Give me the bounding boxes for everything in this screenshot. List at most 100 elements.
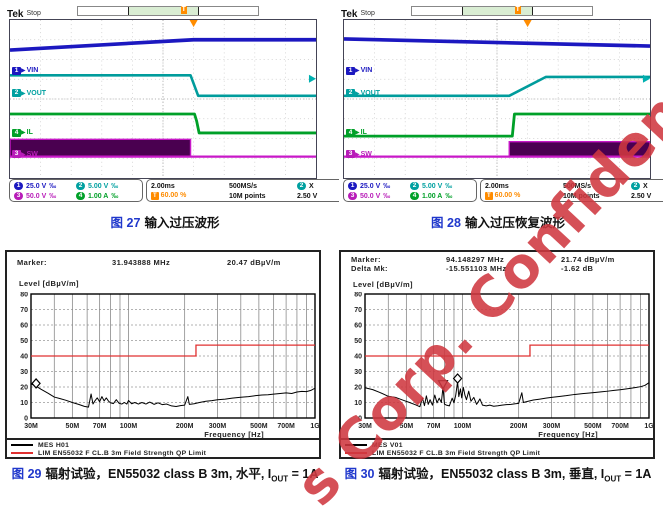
limit-swatch — [345, 452, 367, 454]
bandwidth-icon: ‰ — [445, 192, 453, 200]
channel-arrow-icon: ▶ — [355, 151, 360, 158]
bandwidth-icon: ‰ — [383, 192, 391, 200]
channel-label-il: 4 ▶ IL — [12, 128, 33, 138]
svg-text:50: 50 — [20, 338, 28, 345]
svg-text:80: 80 — [20, 292, 28, 299]
oscilloscope-screenshot-fig28: Tek Stop T 1 ▶ VIN 2 ▶ VOUT 4 ▶ IL 3 ▶ SW 1 25.0 V… — [339, 4, 663, 204]
channel-label-vin: 1 ▶ VIN — [346, 66, 372, 76]
bandwidth-icon: ‰ — [111, 192, 119, 200]
channel-label-vin: 1 ▶ VIN — [12, 66, 38, 76]
figure-29-caption: 图 29 辐射试验，EN55032 class B 3m, 水平, IOUT = … — [11, 467, 319, 484]
acquisition-window — [128, 7, 199, 15]
bandwidth-icon: ‰ — [383, 182, 391, 190]
channel-label-sw: 3 ▶ SW — [346, 149, 372, 159]
waveform-plot — [10, 20, 316, 178]
oscilloscope-screenshot-fig27: Tek Stop T 1 ▶ VIN 2 ▶ VOUT 4 ▶ IL 3 ▶ SW 1 25.0 V… — [5, 4, 354, 204]
channel-label-sw: 3 ▶ SW — [12, 149, 38, 159]
record-length: 10M points — [563, 192, 600, 200]
marker-readout: Marker: 31.943888 MHz 20.47 dBµV/m — [17, 258, 281, 267]
svg-text:70: 70 — [20, 307, 28, 314]
timebase-scale: 2.00ms — [151, 182, 175, 190]
channel-label-vout: 2 ▶ VOUT — [346, 88, 380, 98]
svg-text:20: 20 — [20, 385, 28, 392]
svg-text:100M: 100M — [120, 423, 138, 430]
svg-text:80: 80 — [354, 292, 362, 299]
channel-arrow-icon: ▶ — [21, 68, 26, 75]
svg-text:60: 60 — [354, 323, 362, 330]
svg-text:700M: 700M — [611, 423, 629, 430]
channel-label-il: 4 ▶ IL — [346, 128, 367, 138]
bandwidth-icon: ‰ — [111, 182, 119, 190]
spectrum-plot: 0 10 20 30 40 50 60 70 80 30M 50M 70M 100M 200M 300M 50… — [354, 292, 653, 430]
acquisition-state: Stop — [26, 10, 41, 17]
limit-swatch — [11, 452, 33, 454]
chart-legend: MES H01 LIM EN55032 F CL.B 3m Field Stre… — [7, 438, 319, 457]
svg-text:30M: 30M — [358, 423, 372, 430]
svg-text:10: 10 — [20, 400, 28, 407]
svg-text:1G: 1G — [310, 423, 319, 430]
trigger-slope-icon: X — [309, 182, 314, 190]
channel-arrow-icon: ▶ — [355, 90, 360, 97]
svg-text:20: 20 — [354, 385, 362, 392]
svg-text:60: 60 — [20, 323, 28, 330]
svg-text:0: 0 — [24, 416, 28, 423]
trigger-level: 2.50 V — [297, 192, 318, 200]
figure-27-caption: 图 27 输入过压波形 — [110, 216, 220, 230]
acquisition-bar: T — [411, 6, 593, 16]
svg-text:70M: 70M — [427, 423, 441, 430]
acquisition-state: Stop — [360, 10, 375, 17]
channel-arrow-icon: ▶ — [355, 68, 360, 75]
chart-legend: MES V01 LIM EN55032 F CL.B 3m Field Stre… — [341, 438, 653, 457]
acquisition-bar: T — [77, 6, 259, 16]
svg-text:200M: 200M — [176, 423, 194, 430]
timebase-scale: 2.00ms — [485, 182, 509, 190]
channel-readouts: 1 25.0 V ‰ 2 5.00 V ‰ 3 50.0 V ‰ 4 1.00 A ‰ — [9, 179, 143, 202]
trace-swatch — [345, 444, 367, 446]
svg-text:30M: 30M — [24, 423, 38, 430]
svg-text:200M: 200M — [510, 423, 528, 430]
delta-marker-readout: Delta Mk: -15.551103 MHz -1.62 dB — [351, 264, 594, 273]
svg-text:50: 50 — [354, 338, 362, 345]
sample-rate: 500MS/s — [563, 182, 592, 190]
channel-label-vout: 2 ▶ VOUT — [12, 88, 46, 98]
waveform-plot — [344, 20, 650, 178]
figure-30-caption: 图 30 辐射试验，EN55032 class B 3m, 垂直, IOUT = … — [344, 467, 652, 484]
bandwidth-icon: ‰ — [445, 182, 453, 190]
trigger-position: 60.00 % — [494, 192, 521, 199]
svg-text:500M: 500M — [250, 423, 268, 430]
tek-logo: Tek — [7, 9, 24, 20]
svg-text:40: 40 — [354, 354, 362, 361]
trigger-icon: T — [485, 192, 493, 200]
trigger-position-icon: T — [180, 6, 187, 14]
y-axis-title: Level [dBµV/m] — [353, 280, 413, 289]
svg-text:10: 10 — [354, 400, 362, 407]
svg-text:0: 0 — [358, 416, 362, 423]
svg-text:50M: 50M — [400, 423, 414, 430]
scope-header: Tek Stop T — [341, 4, 657, 20]
scope-status-bar: 1 25.0 V ‰ 2 5.00 V ‰ 3 50.0 V ‰ 4 1.00 A ‰ 2.00… — [343, 179, 663, 202]
trigger-position-icon: T — [514, 6, 521, 14]
svg-text:500M: 500M — [584, 423, 602, 430]
svg-text:300M: 300M — [543, 423, 561, 430]
channel-arrow-icon: ▶ — [21, 130, 26, 137]
trace-swatch — [11, 444, 33, 446]
svg-text:40: 40 — [20, 354, 28, 361]
x-axis-title: Frequency [Hz] — [538, 430, 598, 439]
emc-spectrum-fig30: Marker: 94.148297 MHz 21.74 dBµV/m Delta… — [339, 250, 655, 459]
marker-readout: Marker: 94.148297 MHz 21.74 dBµV/m — [351, 255, 615, 264]
svg-text:1G: 1G — [644, 423, 653, 430]
acquisition-window — [462, 7, 533, 15]
scope-header: Tek Stop T — [7, 4, 323, 20]
spectrum-plot: 0 10 20 30 40 50 60 70 80 30M 50M 70M 100M 200M 300M 50… — [20, 292, 319, 430]
svg-text:30: 30 — [20, 369, 28, 376]
tek-logo: Tek — [341, 9, 358, 20]
channel-readouts: 1 25.0 V ‰ 2 5.00 V ‰ 3 50.0 V ‰ 4 1.00 A ‰ — [343, 179, 477, 202]
emc-spectrum-fig29: Marker: 31.943888 MHz 20.47 dBµV/m Level… — [5, 250, 321, 459]
svg-text:30: 30 — [354, 369, 362, 376]
trigger-level: 2.50 V — [631, 192, 652, 200]
channel-arrow-icon: ▶ — [21, 151, 26, 158]
channel-arrow-icon: ▶ — [355, 130, 360, 137]
svg-text:100M: 100M — [454, 423, 472, 430]
